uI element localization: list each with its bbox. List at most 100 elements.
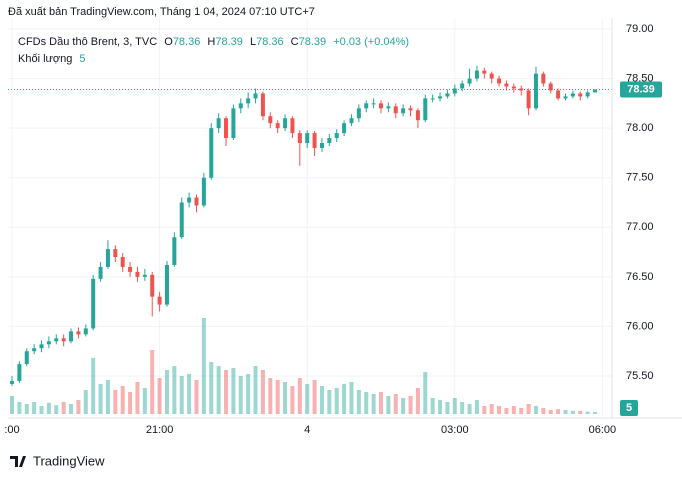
- volume-bar: [194, 380, 199, 414]
- candle-body: [98, 266, 103, 279]
- candle-body: [445, 93, 450, 97]
- volume-bar: [172, 366, 177, 414]
- volume-bar: [283, 382, 288, 414]
- volume-bar: [46, 402, 51, 414]
- volume-bar: [570, 410, 575, 414]
- candle-body: [408, 108, 413, 111]
- volume-bar: [585, 411, 590, 414]
- candle-body: [10, 380, 14, 384]
- volume-bar: [39, 406, 44, 414]
- volume-bar: [164, 370, 169, 414]
- candle-body: [209, 128, 214, 178]
- volume-bar: [17, 402, 22, 414]
- candle-body: [489, 73, 494, 79]
- candle-body: [216, 118, 221, 129]
- volume-bar: [334, 388, 339, 414]
- volume-bar: [98, 384, 103, 414]
- published: Đã xuất bản TradingView.com, Tháng 1 04,…: [8, 6, 315, 18]
- candle-body: [172, 237, 177, 265]
- volume-legend: Khối lượng 5: [18, 53, 86, 65]
- volume-bar: [253, 366, 258, 414]
- volume-bar: [497, 406, 502, 414]
- volume-bar: [430, 398, 435, 414]
- candle-body: [275, 123, 280, 129]
- volume-bar: [393, 394, 398, 414]
- last-price-label: 78.39: [627, 83, 655, 95]
- volume-bar: [438, 400, 443, 414]
- candle-body: [548, 83, 553, 91]
- y-tick-label: 77.50: [626, 172, 654, 184]
- y-tick-label: 77.00: [626, 221, 654, 233]
- candle-body: [224, 118, 229, 139]
- candle-body: [305, 133, 310, 144]
- volume-bar: [379, 392, 383, 414]
- candle-body: [379, 103, 383, 109]
- candle-body: [578, 93, 583, 97]
- volume-bar: [201, 318, 206, 414]
- candle-body: [386, 106, 391, 109]
- volume-bar: [504, 408, 509, 414]
- candle-body: [54, 338, 59, 342]
- candle-body: [312, 133, 317, 148]
- volume-bar: [268, 378, 273, 414]
- brand-logo: [10, 456, 26, 467]
- candle-body: [526, 90, 531, 109]
- candle-body: [83, 328, 88, 335]
- volume-bar: [305, 384, 310, 414]
- candle-body: [297, 133, 302, 144]
- volume-bar: [371, 394, 376, 414]
- candle-body: [467, 78, 472, 84]
- candle-body: [474, 70, 479, 79]
- last-volume-box: [620, 400, 638, 416]
- volume-bar: [489, 404, 494, 414]
- volume-bar: [548, 410, 553, 414]
- volume-bar: [593, 412, 598, 414]
- candle-body: [231, 108, 236, 139]
- volume-bar: [349, 382, 354, 414]
- c-value: 78.39: [299, 36, 327, 48]
- volume-bar: [83, 390, 88, 414]
- volume-bar: [157, 378, 162, 414]
- candle-body: [260, 93, 265, 117]
- volume-bar: [113, 390, 118, 414]
- candle-body: [541, 73, 546, 84]
- candle-body: [319, 143, 324, 148]
- volume-bar: [150, 350, 155, 414]
- volume-bar: [511, 406, 516, 414]
- volume-bar: [578, 410, 583, 414]
- candle-body: [438, 96, 443, 99]
- candle-body: [290, 118, 295, 134]
- volume-bar: [128, 392, 133, 414]
- candle-body: [356, 108, 361, 119]
- volume-bar: [452, 398, 457, 414]
- candle-body: [364, 103, 369, 109]
- volume-bar: [415, 388, 420, 414]
- candle-body: [334, 133, 339, 139]
- y-tick-label: 75.50: [626, 370, 654, 382]
- candle-body: [401, 108, 406, 114]
- volume-bar: [209, 362, 214, 414]
- volume-bar: [275, 380, 280, 414]
- o-label: O: [164, 36, 173, 48]
- candle-body: [349, 118, 354, 124]
- candle-body: [32, 348, 37, 352]
- y-tick-label: 79.00: [626, 23, 654, 35]
- candle-body: [268, 116, 273, 124]
- brand-name: TradingView: [33, 453, 105, 468]
- candle-body: [24, 351, 29, 365]
- volume-bar: [556, 409, 561, 414]
- volume-bar: [238, 376, 243, 414]
- candle-body: [533, 73, 538, 109]
- volume-bar: [61, 402, 66, 414]
- volume-bar: [179, 376, 184, 414]
- volume-bar: [91, 358, 96, 414]
- candle-body: [179, 202, 184, 238]
- volume-bar: [297, 378, 302, 414]
- volume-bar: [135, 382, 140, 414]
- candle-body: [194, 197, 199, 206]
- volume-bar: [142, 388, 147, 414]
- candle-body: [164, 264, 169, 305]
- candle-body: [593, 89, 598, 93]
- candle-body: [415, 110, 420, 121]
